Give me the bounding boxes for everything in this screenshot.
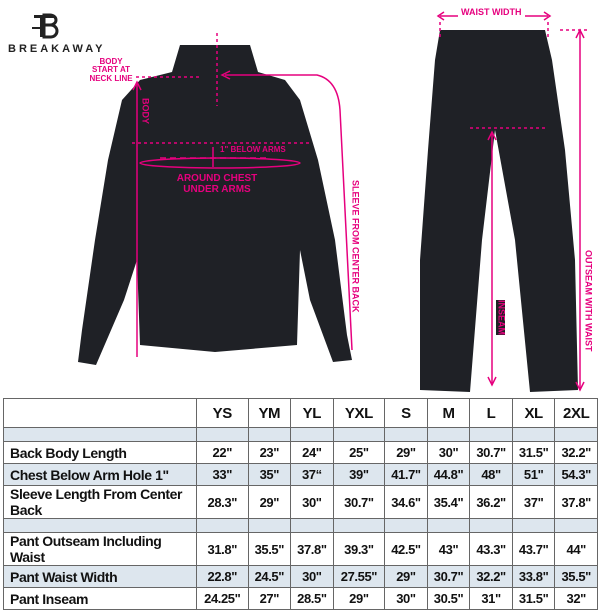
size-value: 37.8" [290,532,334,566]
row-label: Pant Waist Width [3,565,197,588]
size-value: 22.8" [196,565,249,588]
size-value: 31" [469,587,513,610]
size-header: 2XL [554,398,598,428]
row-label: Back Body Length [3,441,197,464]
size-value: 32.2" [469,565,513,588]
size-value: 54.3" [554,463,598,486]
size-value: 29" [384,441,428,464]
body-label: BODY [140,98,151,125]
size-value: 39" [332,463,386,486]
size-value: 43.7" [511,532,556,566]
size-value: 30.7" [469,441,513,464]
size-header: XL [511,398,556,428]
inseam-label: INSEAM [496,300,507,336]
size-value: 30" [290,485,334,519]
measurement-lines [132,11,590,392]
below-arms-label: 1" BELOW ARMS [220,145,286,154]
pants-icon [420,30,578,392]
size-header-row: YS YM YL YXL S M L XL 2XL [3,398,598,428]
size-value: 28.3" [196,485,249,519]
size-value: 34.6" [384,485,428,519]
size-header: YXL [332,398,386,428]
size-value: 33.8" [511,565,556,588]
size-value: 35.4" [426,485,471,519]
size-header: YM [247,398,292,428]
spacer-row [3,518,598,533]
size-value: 31.5" [511,441,556,464]
size-value: 28.5" [290,587,334,610]
size-value: 37" [511,485,556,519]
size-header: YS [196,398,249,428]
around-chest-label: AROUND CHEST UNDER ARMS [176,173,258,195]
size-value: 30.7" [426,565,471,588]
jacket-icon [78,45,352,365]
table-row: Pant Inseam 24.25" 27" 28.5" 29" 30" 30.5" 31" 3… [3,587,598,610]
size-value: 30" [290,565,334,588]
size-value: 23" [247,441,292,464]
size-value: 35.5" [247,532,292,566]
size-value: 32.2" [554,441,598,464]
row-label: Chest Below Arm Hole 1" [3,463,197,486]
garment-illustration [32,11,590,392]
size-value: 37“ [290,463,334,486]
size-value: 42.5" [384,532,428,566]
size-value: 29" [247,485,292,519]
size-header: YL [290,398,334,428]
size-header: S [384,398,428,428]
brand-name: BREAKAWAY [8,43,106,55]
size-value: 27" [247,587,292,610]
table-row: Pant Waist Width 22.8" 24.5" 30" 27.55" 29" 30… [3,565,598,588]
outseam-label: OUTSEAM WITH WAIST [583,250,594,352]
spacer-row [3,427,598,442]
size-value: 27.55" [332,565,386,588]
size-value: 30" [384,587,428,610]
size-value: 25" [332,441,386,464]
size-value: 39.3" [332,532,386,566]
row-label: Pant Outseam Including Waist [3,532,197,566]
size-value: 41.7" [384,463,428,486]
row-label: Pant Inseam [3,587,197,610]
size-value: 24" [290,441,334,464]
size-value: 33" [196,463,249,486]
size-value: 24.5" [247,565,292,588]
sleeve-label: SLEEVE FROM CENTER BACK [350,180,361,313]
size-value: 30" [426,441,471,464]
size-value: 22" [196,441,249,464]
size-value: 29" [332,587,386,610]
size-value: 51" [511,463,556,486]
size-value: 32" [554,587,598,610]
table-row: Sleeve Length From Center Back 28.3" 29" 30… [3,485,598,519]
row-label: Sleeve Length From Center Back [3,485,197,519]
size-value: 30.5" [426,587,471,610]
size-value: 36.2" [469,485,513,519]
size-header: M [426,398,471,428]
table-row: Back Body Length 22" 23" 24" 25" 29" 30" 30.7" 3… [3,441,598,464]
size-value: 43" [426,532,471,566]
size-value: 37.8" [554,485,598,519]
table-row: Chest Below Arm Hole 1" 33" 35" 37“ 39" 41.7"… [3,463,598,486]
size-chart-table: YS YM YL YXL S M L XL 2XL Back Body Leng… [3,398,598,610]
size-value: 24.25" [196,587,249,610]
size-value: 29" [384,565,428,588]
size-value: 43.3" [469,532,513,566]
size-value: 35.5" [554,565,598,588]
breakaway-logo-icon [32,13,59,39]
size-value: 35" [247,463,292,486]
table-row: Pant Outseam Including Waist 31.8" 35.5" 37… [3,532,598,566]
size-value: 31.8" [196,532,249,566]
size-value: 30.7" [332,485,386,519]
size-value: 44" [554,532,598,566]
size-value: 31.5" [511,587,556,610]
waist-width-label: WAIST WIDTH [458,7,525,18]
body-start-label: BODY START AT NECK LINE [89,57,133,83]
size-header: L [469,398,513,428]
size-value: 44.8" [426,463,471,486]
size-value: 48" [469,463,513,486]
